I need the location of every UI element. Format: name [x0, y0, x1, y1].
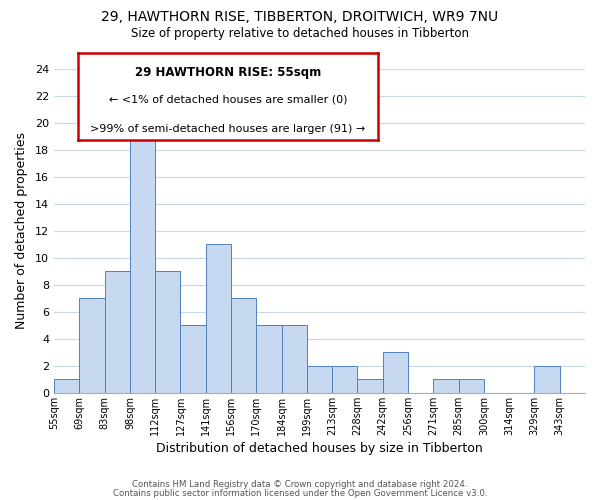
- Text: >99% of semi-detached houses are larger (91) →: >99% of semi-detached houses are larger …: [91, 124, 365, 134]
- Bar: [104, 272, 130, 393]
- Text: Contains HM Land Registry data © Crown copyright and database right 2024.: Contains HM Land Registry data © Crown c…: [132, 480, 468, 489]
- Bar: [130, 123, 155, 393]
- Bar: [181, 326, 206, 393]
- Y-axis label: Number of detached properties: Number of detached properties: [15, 132, 28, 330]
- Bar: [307, 366, 332, 393]
- Text: 29 HAWTHORN RISE: 55sqm: 29 HAWTHORN RISE: 55sqm: [135, 66, 321, 78]
- Text: Size of property relative to detached houses in Tibberton: Size of property relative to detached ho…: [131, 28, 469, 40]
- Bar: [433, 380, 458, 393]
- Text: ← <1% of detached houses are smaller (0): ← <1% of detached houses are smaller (0): [109, 94, 347, 104]
- Text: Contains public sector information licensed under the Open Government Licence v3: Contains public sector information licen…: [113, 490, 487, 498]
- Bar: [332, 366, 358, 393]
- Bar: [256, 326, 281, 393]
- Bar: [458, 380, 484, 393]
- Bar: [358, 380, 383, 393]
- Text: 29, HAWTHORN RISE, TIBBERTON, DROITWICH, WR9 7NU: 29, HAWTHORN RISE, TIBBERTON, DROITWICH,…: [101, 10, 499, 24]
- Bar: [54, 380, 79, 393]
- Bar: [231, 298, 256, 393]
- X-axis label: Distribution of detached houses by size in Tibberton: Distribution of detached houses by size …: [156, 442, 483, 455]
- Bar: [281, 326, 307, 393]
- Bar: [535, 366, 560, 393]
- Bar: [206, 244, 231, 393]
- Bar: [383, 352, 408, 393]
- Bar: [155, 272, 181, 393]
- Bar: [79, 298, 104, 393]
